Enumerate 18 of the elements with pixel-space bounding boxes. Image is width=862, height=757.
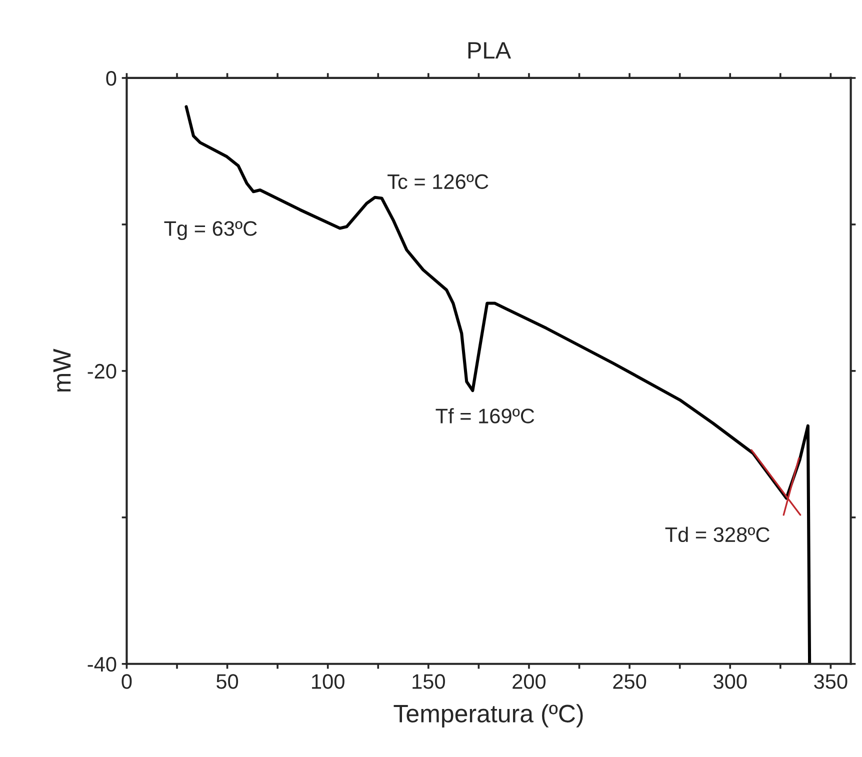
y-axis-title: mW <box>53 348 71 392</box>
x-tick-label: 0 <box>122 674 132 689</box>
annotation: Tf = 169ºC <box>436 408 534 424</box>
x-tick-label: 150 <box>412 674 445 689</box>
x-tick-label: 50 <box>216 674 238 689</box>
x-tick-label: 300 <box>714 674 747 689</box>
y-tick-label: -20 <box>88 364 116 379</box>
annotation: Tc = 126ºC <box>388 174 488 190</box>
annotation: Td = 328ºC <box>665 526 770 542</box>
x-tick-label: 350 <box>814 674 848 689</box>
chart-title: PLA <box>468 42 512 59</box>
y-tick-label: -40 <box>88 656 116 672</box>
x-tick-label: 100 <box>312 674 344 689</box>
y-tick-label: 0 <box>106 70 116 86</box>
x-axis-title: Temperatura (ºC) <box>394 704 583 728</box>
x-tick-label: 200 <box>512 674 546 689</box>
x-tick-label: 250 <box>613 674 646 689</box>
annotation: Tg = 63ºC <box>164 221 257 240</box>
